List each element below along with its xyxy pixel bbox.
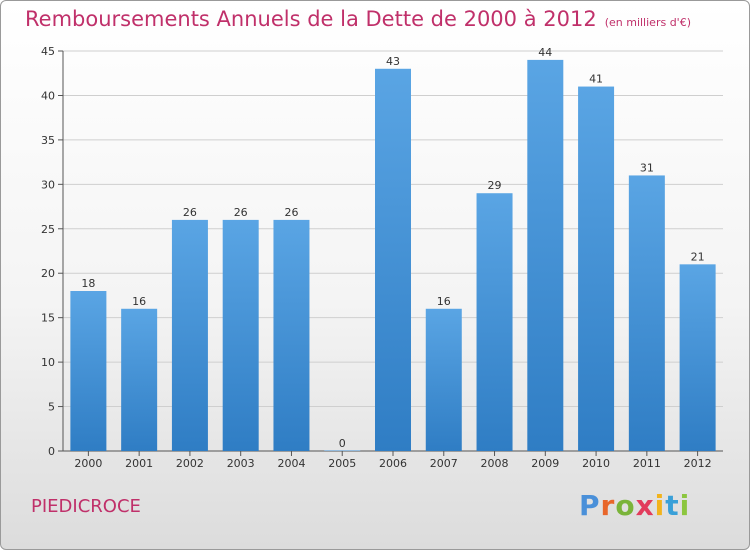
brand-letter: r — [600, 489, 616, 522]
data-label: 18 — [81, 277, 95, 290]
y-tick-label: 0 — [48, 445, 55, 458]
chart-title: Remboursements Annuels de la Dette de 20… — [25, 7, 691, 31]
x-tick-label: 2011 — [633, 457, 661, 470]
x-tick-label: 2000 — [74, 457, 102, 470]
data-label: 44 — [538, 46, 552, 59]
brand-letter: o — [615, 489, 636, 522]
x-tick-label: 2001 — [125, 457, 153, 470]
bar — [679, 264, 716, 451]
x-tick-label: 2004 — [277, 457, 305, 470]
bar — [578, 86, 615, 452]
y-tick-label: 20 — [41, 267, 55, 280]
x-tick-label: 2007 — [430, 457, 458, 470]
bar — [222, 219, 259, 451]
brand-logo: Proxiti — [579, 489, 690, 522]
data-label: 0 — [339, 437, 346, 450]
x-tick-label: 2008 — [481, 457, 509, 470]
brand-letter: i — [654, 489, 666, 522]
y-tick-label: 5 — [48, 401, 55, 414]
data-label: 16 — [437, 295, 451, 308]
data-label: 41 — [589, 73, 603, 86]
y-tick-label: 45 — [41, 45, 55, 58]
x-tick-label: 2010 — [582, 457, 610, 470]
bar — [628, 175, 665, 451]
bar — [171, 219, 208, 451]
place-name: PIEDICROCE — [31, 496, 141, 517]
y-tick-label: 40 — [41, 89, 55, 102]
data-label: 21 — [691, 250, 705, 263]
brand-letter: t — [665, 489, 680, 522]
y-tick-label: 25 — [41, 223, 55, 236]
axis-layer: 0 5 10 15 20 25 30 35 40 45 2000 2001 2002 2003 2004 20… — [41, 45, 723, 470]
data-label: 26 — [183, 206, 197, 219]
x-tick-label: 2006 — [379, 457, 407, 470]
data-label: 16 — [132, 295, 146, 308]
brand-letter: i — [679, 489, 691, 522]
bar — [121, 308, 158, 451]
chart-title-text: Remboursements Annuels de la Dette de 20… — [25, 7, 597, 31]
x-tick-label: 2003 — [227, 457, 255, 470]
x-tick-label: 2002 — [176, 457, 204, 470]
data-label: 26 — [284, 206, 298, 219]
x-tick-label: 2005 — [328, 457, 356, 470]
label-layer: 18 16 26 26 26 0 43 16 29 44 41 31 21 — [81, 46, 704, 450]
bar — [273, 219, 310, 451]
y-tick-label: 10 — [41, 356, 55, 369]
data-label: 26 — [234, 206, 248, 219]
bar — [425, 308, 462, 451]
bar — [375, 68, 411, 452]
x-tick-label: 2012 — [684, 457, 712, 470]
data-label: 29 — [488, 179, 502, 192]
bar — [527, 59, 564, 452]
bar — [70, 291, 107, 451]
x-tick-label: 2009 — [531, 457, 559, 470]
data-label: 31 — [640, 161, 654, 174]
bar — [324, 450, 361, 451]
bar — [476, 193, 513, 451]
y-tick-label: 35 — [41, 134, 55, 147]
chart-subtitle: (en milliers d'€) — [604, 16, 691, 29]
brand-letter: x — [635, 489, 655, 522]
bar-layer — [70, 59, 716, 452]
y-tick-label: 15 — [41, 312, 55, 325]
brand-letter: P — [579, 489, 601, 522]
data-label: 43 — [386, 55, 400, 68]
y-tick-label: 30 — [41, 178, 55, 191]
